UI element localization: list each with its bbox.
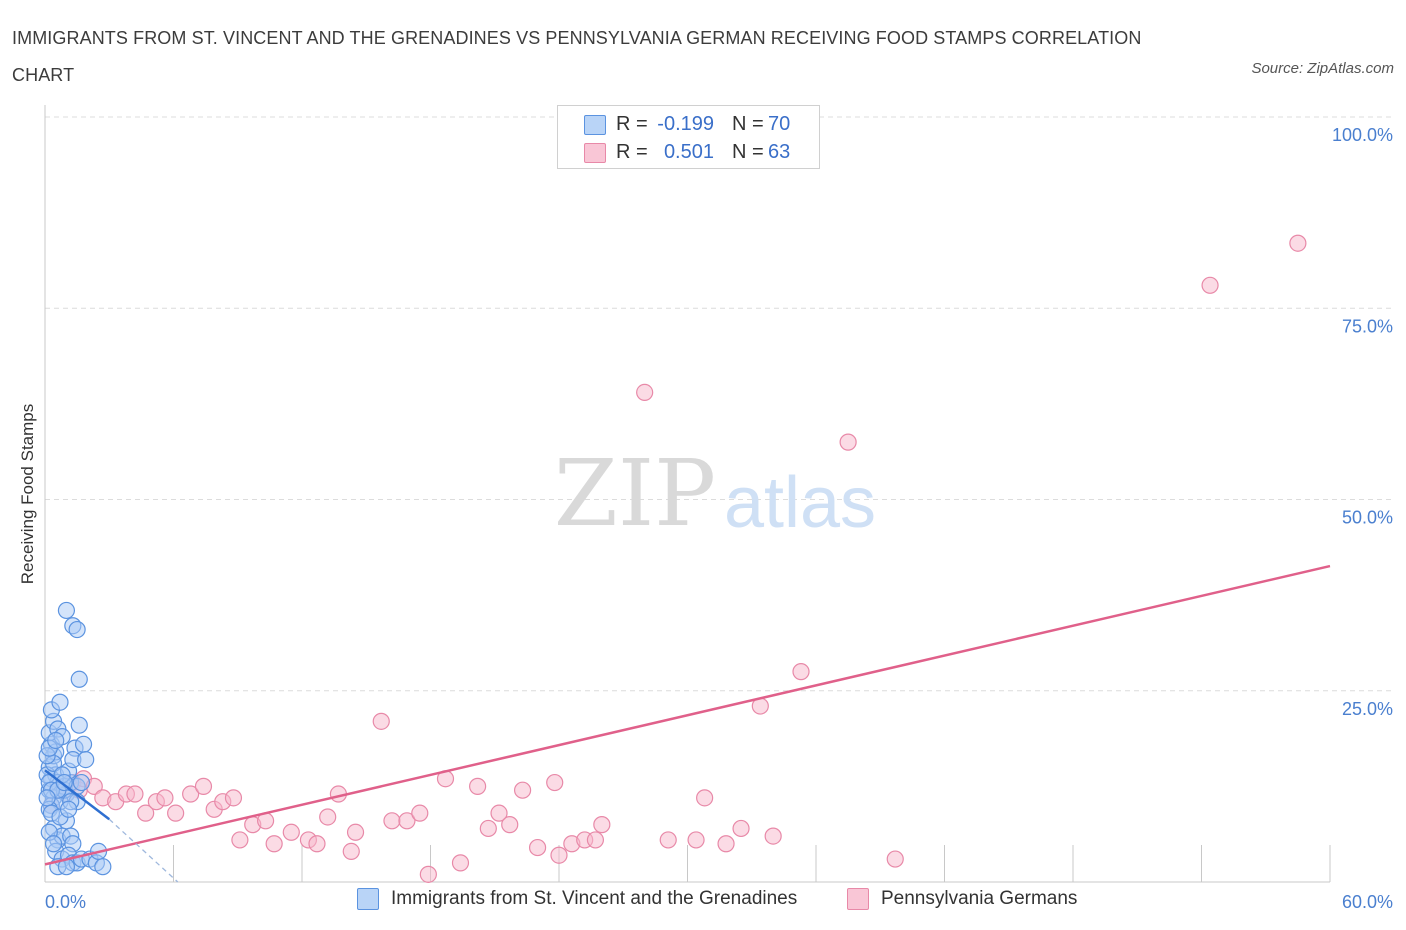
n-label: N = [732,140,764,163]
pink-point [308,835,326,853]
n-value: 70 [768,112,791,135]
pink-point [886,850,904,868]
pink-point [479,819,497,838]
blue-point [68,620,86,639]
pink-point [636,383,654,401]
r-value: -0.199 [657,112,714,135]
blue-point [38,789,56,807]
pink-point [550,846,568,864]
pink-point [346,823,365,841]
pink-point [593,816,611,834]
blue-point [57,601,76,620]
y-tick-label: 75.0% [1342,316,1393,336]
pink-series-points [42,234,1307,883]
tick-labels: 100.0% 75.0% 50.0% 25.0% 0.0% 60.0% [45,125,1393,912]
y-tick-label: 50.0% [1342,508,1393,528]
pink-point [1289,234,1307,252]
pink-point [528,838,547,857]
pink-point [687,831,705,849]
pink-point [501,816,519,834]
legend-label: Pennsylvania Germans [881,888,1078,909]
pink-point [411,804,429,822]
n-label: N = [732,112,764,135]
watermark-zip: ZIP [554,440,716,547]
blue-point [70,716,88,734]
blue-point [44,835,63,853]
pink-point [419,865,437,883]
n-value: 63 [768,140,791,163]
pink-swatch [584,143,606,163]
pink-point [319,808,337,826]
pink-point [659,831,677,849]
grid-lines [45,116,1393,692]
pink-point [167,804,185,822]
pink-point [717,835,735,853]
r-value: 0.501 [663,140,714,163]
legend-item-pennsylvania-germans: Pennsylvania Germans [847,888,1077,910]
x-tick-label: 60.0% [1342,892,1393,912]
pink-point [490,804,508,822]
pink-point [586,831,605,849]
pink-point [383,812,401,830]
blue-point [94,858,112,876]
x-tick-label: 0.0% [45,892,86,912]
pink-point [546,773,564,792]
pink-point [764,827,782,845]
blue-trend-extension [108,818,179,883]
pink-point [839,433,857,451]
blue-swatch [357,888,379,910]
pink-point [398,812,416,830]
blue-point [74,735,93,753]
pink-point [194,777,213,795]
pink-swatch [847,888,869,910]
pink-point [156,789,174,807]
r-label: R = [616,140,648,163]
pink-point [182,785,200,803]
pink-point [265,835,283,853]
blue-series-points [38,601,112,876]
pink-point [224,789,243,807]
blue-swatch [584,115,606,135]
pink-point [342,842,360,861]
blue-trend-line [44,769,111,821]
y-tick-label: 100.0% [1332,125,1393,145]
blue-point [77,750,95,769]
pink-point [126,785,144,803]
trend-lines [44,564,1331,883]
pink-point [732,819,750,838]
pink-trend-line [44,564,1331,866]
blue-point [72,773,91,792]
pink-point [1201,276,1219,294]
watermark-atlas: atlas [724,463,876,543]
correlation-legend: R = -0.199 N = 70 R = 0.501 N = 63 [557,105,820,169]
source-label: Source: ZipAtlas.com [1251,60,1394,77]
pink-point [451,854,470,872]
blue-point [70,670,88,688]
blue-point [51,693,69,711]
legend-label: Immigrants from St. Vincent and the Gren… [391,888,798,909]
pink-point [469,777,487,795]
chart-title: IMMIGRANTS FROM ST. VINCENT AND THE GREN… [12,28,1142,85]
pink-point [137,804,155,822]
pink-point [513,781,532,799]
legend-item-immigrants: Immigrants from St. Vincent and the Gren… [357,888,797,910]
pink-point [696,789,714,807]
y-tick-label: 25.0% [1342,699,1393,719]
r-label: R = [616,112,648,135]
blue-point [59,800,78,818]
blue-point [47,731,65,750]
pink-point [231,831,249,849]
pink-point [372,712,390,730]
pink-point [282,823,300,841]
watermark: ZIP atlas [554,440,876,547]
pink-point [792,663,810,681]
